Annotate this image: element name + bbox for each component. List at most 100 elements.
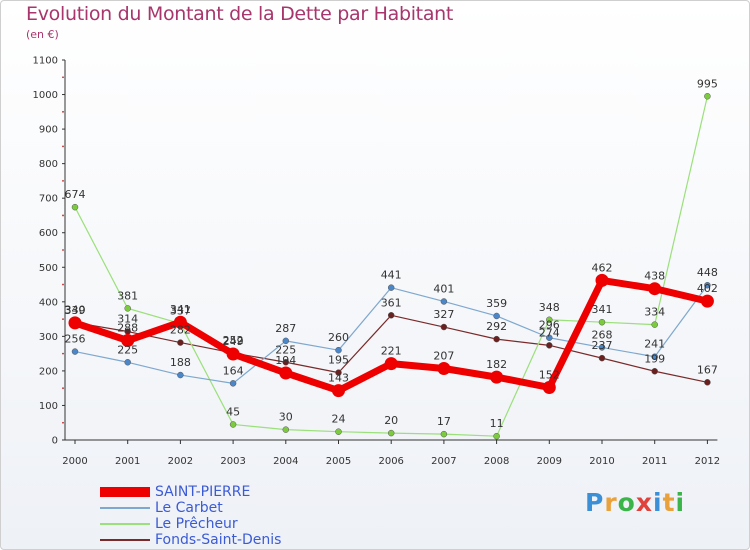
data-point xyxy=(124,359,131,366)
data-point xyxy=(493,312,500,320)
y-minor-tick xyxy=(62,352,64,355)
data-point xyxy=(121,334,135,348)
logo-letter: r xyxy=(604,488,618,517)
data-point xyxy=(598,354,606,362)
x-tick-label: 2004 xyxy=(273,456,298,467)
data-label: 221 xyxy=(381,345,402,358)
data-point xyxy=(71,348,79,355)
x-tick-label: 2001 xyxy=(115,456,140,467)
data-point xyxy=(651,321,658,328)
data-point xyxy=(546,334,553,341)
data-label: 152 xyxy=(539,368,560,381)
data-label: 11 xyxy=(490,417,504,430)
data-point xyxy=(704,379,711,386)
data-label: 292 xyxy=(486,320,507,333)
y-tick-label: 200 xyxy=(39,366,58,377)
y-minor-tick xyxy=(62,283,64,286)
data-label: 256 xyxy=(65,333,86,346)
data-point xyxy=(704,93,711,100)
data-label: 17 xyxy=(437,415,451,428)
data-point xyxy=(384,357,398,371)
x-tick-label: 2006 xyxy=(378,456,403,467)
data-label: 995 xyxy=(697,77,718,90)
y-minor-tick xyxy=(62,387,64,390)
y-minor-tick xyxy=(62,110,64,113)
data-label: 30 xyxy=(279,411,293,424)
data-point xyxy=(490,370,504,384)
data-point xyxy=(598,344,606,351)
data-point xyxy=(598,318,606,326)
proxiti-logo: Proxiti xyxy=(585,488,685,517)
data-label: 188 xyxy=(170,356,191,369)
data-point xyxy=(173,315,187,329)
data-label: 167 xyxy=(697,363,718,376)
logo-letter: P xyxy=(585,488,605,517)
data-label: 341 xyxy=(170,303,191,316)
data-point xyxy=(595,273,609,287)
data-label: 268 xyxy=(592,328,613,341)
data-label: 225 xyxy=(275,343,296,356)
data-label: 402 xyxy=(697,282,718,295)
data-point xyxy=(71,203,79,211)
data-label: 207 xyxy=(433,349,454,362)
data-point xyxy=(440,323,448,331)
data-point xyxy=(387,429,395,437)
data-label: 314 xyxy=(117,313,138,326)
data-point xyxy=(335,346,342,354)
data-point xyxy=(437,361,451,375)
legend-swatch xyxy=(100,487,150,497)
data-label: 327 xyxy=(433,308,454,321)
data-point xyxy=(335,428,342,435)
data-point xyxy=(226,347,240,361)
y-tick-label: 800 xyxy=(39,159,58,170)
data-label: 341 xyxy=(592,303,613,316)
data-label: 252 xyxy=(223,334,244,347)
y-minor-tick xyxy=(62,214,64,217)
legend-label: Le Prêcheur xyxy=(155,516,238,532)
data-label: 260 xyxy=(328,331,349,344)
y-tick-label: 1000 xyxy=(33,90,58,101)
data-point xyxy=(68,316,82,330)
data-label: 339 xyxy=(65,304,86,317)
logo-letter: o xyxy=(617,488,636,517)
x-tick-label: 2000 xyxy=(62,456,87,467)
chart-subtitle: (en €) xyxy=(26,28,59,41)
data-label: 287 xyxy=(275,322,296,335)
data-point xyxy=(546,316,553,324)
data-label: 401 xyxy=(433,282,454,295)
data-point xyxy=(648,282,662,296)
y-tick-label: 600 xyxy=(39,228,58,239)
data-point xyxy=(177,371,184,379)
x-tick-label: 2007 xyxy=(431,456,456,467)
y-minor-tick xyxy=(62,421,64,424)
y-tick-label: 0 xyxy=(52,436,58,447)
data-point xyxy=(282,337,290,345)
x-tick-label: 2002 xyxy=(168,456,193,467)
data-label: 361 xyxy=(381,296,402,309)
data-point xyxy=(177,339,184,346)
y-tick-label: 700 xyxy=(39,194,58,205)
data-label: 381 xyxy=(117,289,138,302)
y-tick-label: 1100 xyxy=(33,56,58,67)
data-point xyxy=(546,342,553,349)
data-label: 225 xyxy=(117,343,138,356)
data-label: 237 xyxy=(592,339,613,352)
x-tick-label: 2012 xyxy=(695,456,720,467)
y-minor-tick xyxy=(62,249,64,251)
x-tick-label: 2008 xyxy=(484,456,509,467)
y-tick-label: 900 xyxy=(39,125,58,136)
y-tick-label: 100 xyxy=(39,401,58,412)
data-label: 24 xyxy=(332,413,346,426)
legend-swatch xyxy=(100,507,150,509)
data-point xyxy=(279,366,293,380)
data-point xyxy=(282,359,290,366)
data-point xyxy=(387,284,395,291)
data-label: 20 xyxy=(384,414,398,427)
x-tick-label: 2009 xyxy=(537,456,562,467)
x-tick-label: 2003 xyxy=(220,456,245,467)
data-label: 143 xyxy=(328,372,349,385)
data-label: 359 xyxy=(486,297,507,310)
x-tick-label: 2010 xyxy=(589,456,614,467)
legend-swatch xyxy=(100,539,150,541)
